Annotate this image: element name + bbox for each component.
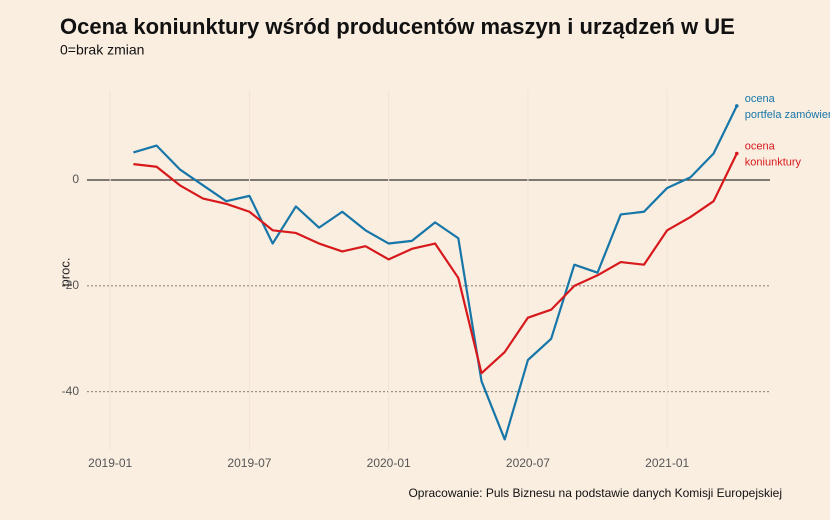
series-line [133, 153, 738, 375]
x-tick-label: 2020-07 [506, 456, 550, 470]
series-label: portfela zamówień [745, 109, 830, 121]
y-tick-label: -40 [62, 384, 80, 398]
x-tick-label: 2019-01 [88, 456, 132, 470]
y-tick-label: -20 [62, 278, 80, 292]
chart-title: Ocena koniunktury wśród producentów masz… [60, 14, 735, 39]
caption: Opracowanie: Puls Biznesu na podstawie d… [408, 486, 782, 500]
series-label: koniunktury [745, 156, 802, 168]
series-label: ocena [745, 93, 776, 105]
y-tick-label: 0 [72, 172, 79, 186]
x-tick-label: 2021-01 [645, 456, 689, 470]
end-point [734, 151, 739, 156]
chart-subtitle: 0=brak zmian [60, 42, 144, 58]
y-axis-label: proc. [57, 258, 72, 287]
end-point [734, 104, 739, 108]
x-tick-label: 2020-01 [367, 456, 411, 470]
series-label: ocena [745, 140, 776, 152]
x-tick-label: 2019-07 [227, 456, 271, 470]
series-line [133, 105, 738, 441]
